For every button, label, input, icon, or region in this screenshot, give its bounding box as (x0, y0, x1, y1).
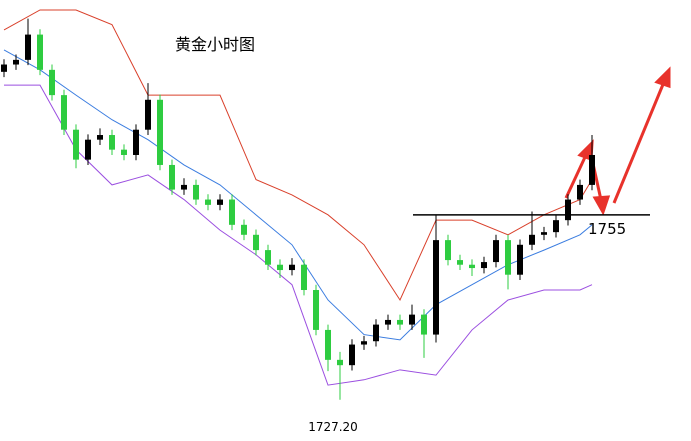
candle-body (277, 264, 283, 271)
candle-body (25, 34, 31, 60)
candle-body (517, 244, 523, 275)
candle-body (469, 264, 475, 269)
candle-body (265, 250, 271, 265)
candle-body (13, 59, 19, 65)
candle-body (325, 329, 331, 360)
candle-body (145, 99, 151, 130)
candle-body (193, 184, 199, 200)
band-line (3, 49, 593, 341)
candle-body (481, 262, 487, 269)
candle-body (553, 220, 559, 233)
candle-body (169, 164, 175, 190)
candle-body (61, 95, 67, 130)
candle-body (505, 240, 511, 275)
candle-body (493, 240, 499, 263)
candle-body (361, 341, 367, 345)
candle-body (205, 199, 211, 205)
candle-body (253, 234, 259, 251)
candle-body (409, 314, 415, 325)
candle-body (133, 129, 139, 155)
candle-body (109, 135, 115, 150)
candle-body (457, 260, 463, 265)
candle-body (421, 314, 427, 335)
candle-body (229, 199, 235, 225)
candle-body (565, 199, 571, 221)
candle-body (1, 64, 7, 72)
candle-body (529, 234, 535, 245)
candle-body (217, 199, 223, 205)
candle-body (289, 264, 295, 271)
band-line (4, 84, 593, 386)
candle-body (433, 240, 439, 335)
candle-body (313, 290, 319, 330)
candle-body (541, 232, 547, 235)
candle-body (445, 240, 451, 261)
chart-title: 黄金小时图 (175, 35, 255, 54)
level-label: 1755 (588, 220, 626, 238)
candle-body (73, 129, 79, 160)
candle-body (37, 34, 43, 70)
candle-body (121, 149, 127, 155)
candle-body (301, 264, 307, 291)
low-label: 1727.20 (308, 420, 358, 434)
arrow-up-large (612, 81, 666, 204)
candle-body (97, 135, 103, 140)
candle-body (85, 139, 91, 160)
candle-body (373, 324, 379, 342)
arrow-head (654, 66, 671, 89)
candle-body (589, 154, 595, 185)
candle-body (397, 319, 403, 325)
arrow-head (592, 195, 611, 216)
candle-body (385, 319, 391, 325)
band-line (3, 9, 593, 302)
candle-body (337, 359, 343, 366)
candle-body (241, 224, 247, 235)
candle-body (349, 344, 355, 366)
candle-body (49, 69, 55, 96)
candle-body (181, 184, 187, 190)
candle-body (577, 184, 583, 200)
arrow-up-small (564, 154, 588, 199)
candle-body (157, 99, 163, 165)
